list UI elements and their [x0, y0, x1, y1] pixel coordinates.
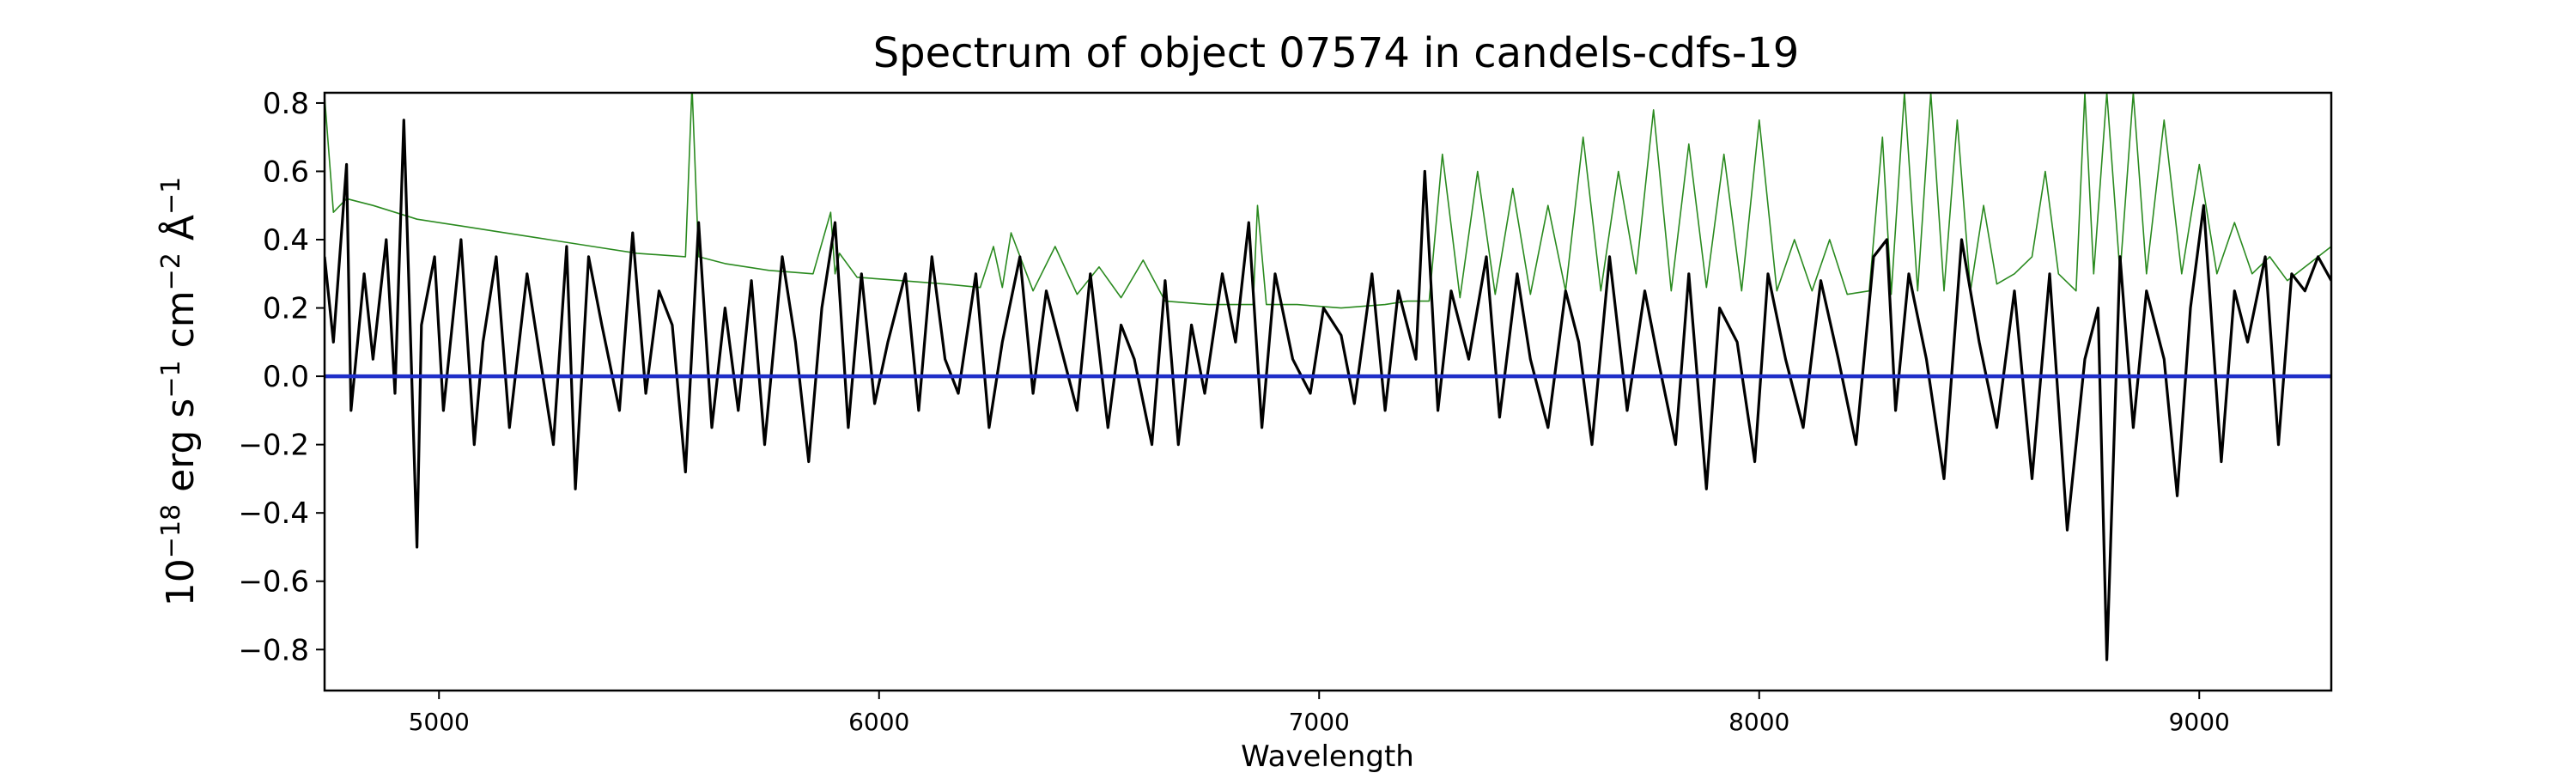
- y-tick-label: 0.2: [263, 292, 309, 326]
- x-tick-label: 6000: [848, 708, 909, 736]
- plot-frame: [323, 91, 2333, 692]
- y-label-text: 10: [159, 558, 203, 606]
- y-label-text: Å: [157, 215, 203, 253]
- y-label-exponent: −2: [156, 253, 186, 290]
- y-label-text: cm: [159, 290, 203, 360]
- x-axis: 5000 6000 7000 8000 9000: [409, 691, 2230, 736]
- x-tick-label: 5000: [409, 708, 470, 736]
- y-tick-label: −0.4: [238, 496, 309, 531]
- y-tick-label: 0.0: [263, 360, 309, 394]
- chart-title: Spectrum of object 07574 in candels-cdfs…: [873, 29, 1800, 77]
- error-series-line: [325, 93, 2331, 309]
- series-layer: [325, 93, 2331, 661]
- y-label-exponent: −18: [156, 504, 186, 558]
- y-label-exponent: −1: [156, 360, 186, 398]
- x-tick-label: 8000: [1728, 708, 1789, 736]
- flux-series-line: [325, 119, 2331, 661]
- y-label-text: erg s: [159, 399, 203, 504]
- x-axis-label: Wavelength: [1241, 740, 1414, 773]
- y-tick-label: −0.6: [238, 565, 309, 600]
- y-tick-label: 0.6: [263, 155, 309, 189]
- x-tick-label: 9000: [2169, 708, 2230, 736]
- x-tick-label: 7000: [1289, 708, 1350, 736]
- y-axis: −0.8 −0.6 −0.4 −0.2 0.0 0.2 0.4 0.6 0.8: [238, 87, 325, 667]
- y-label-exponent: −1: [156, 177, 186, 215]
- y-axis-label: 10−18 erg s−1 cm−2 Å−1: [156, 177, 203, 606]
- y-tick-label: 0.4: [263, 223, 309, 258]
- y-tick-label: 0.8: [263, 87, 309, 121]
- y-tick-label: −0.2: [238, 429, 309, 463]
- y-tick-label: −0.8: [238, 633, 309, 667]
